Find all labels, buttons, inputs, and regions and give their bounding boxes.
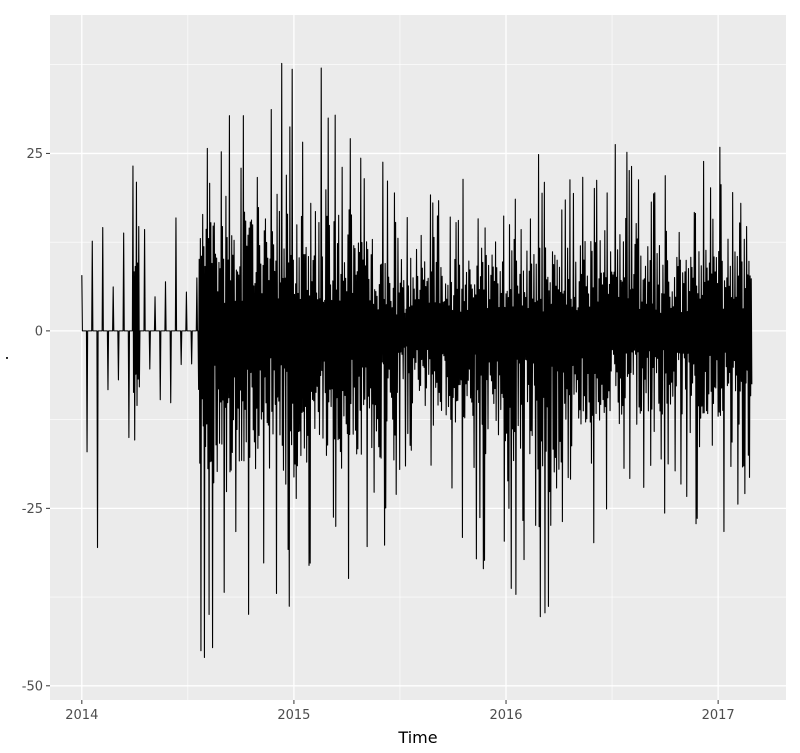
y-axis-title: . xyxy=(0,355,12,360)
y-axis-ticks: 25 0 -25 -50 xyxy=(22,147,50,694)
y-tick-label: 0 xyxy=(35,324,43,339)
x-tick-label: 2016 xyxy=(489,708,522,723)
x-tick-label: 2015 xyxy=(277,708,310,723)
y-tick-label: 25 xyxy=(26,147,43,162)
x-axis-title: Time xyxy=(397,728,437,747)
y-tick-label: -25 xyxy=(22,502,43,517)
x-tick-label: 2017 xyxy=(702,708,735,723)
y-tick-label: -50 xyxy=(22,679,43,694)
series-line xyxy=(81,62,753,659)
x-axis-ticks: 2014 2015 2016 2017 xyxy=(65,700,735,723)
x-tick-label: 2014 xyxy=(65,708,98,723)
